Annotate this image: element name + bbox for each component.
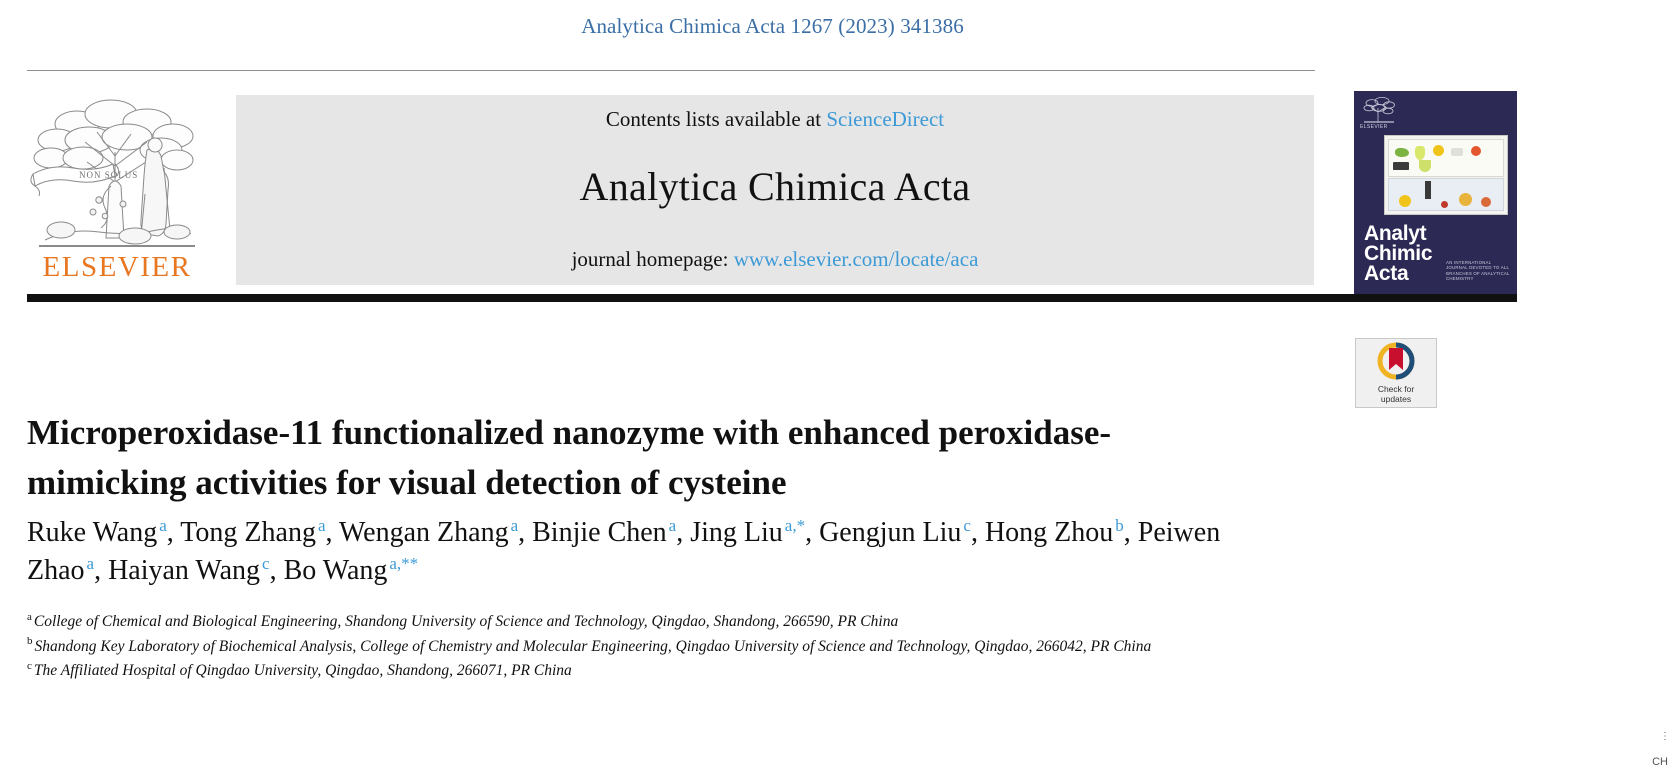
cover-art-material — [1393, 162, 1409, 170]
overflow-menu-icon[interactable]: ⋮ — [1660, 731, 1670, 742]
sciencedirect-link[interactable]: ScienceDirect — [826, 107, 945, 131]
author-affiliation-mark: a — [317, 515, 326, 535]
cover-graphical-abstract — [1384, 135, 1508, 215]
author-list: Ruke Wang a, Tong Zhang a, Wengan Zhang a, … — [27, 515, 1221, 586]
author-affiliation-mark: a — [510, 515, 519, 535]
cover-journal-title: Analyt Chimic Acta — [1364, 222, 1433, 285]
crossmark-badge[interactable]: Check for updates — [1355, 338, 1437, 408]
cover-elsevier-tree-icon — [1363, 97, 1395, 123]
cover-art-sphere — [1433, 145, 1444, 156]
author-name: Peiwen Zhao — [27, 517, 1221, 586]
homepage-prefix: journal homepage: — [571, 247, 734, 271]
journal-title: Analytica Chimica Acta — [579, 164, 971, 209]
affiliation-text: The Affiliated Hospital of Qingdao Unive… — [33, 662, 572, 679]
masthead-top-rule — [27, 70, 1315, 71]
author-affiliation-mark: b — [1115, 515, 1124, 535]
masthead-bottom-rule — [27, 294, 1517, 302]
cover-art-flask — [1415, 146, 1425, 160]
author-name: Hong Zhou — [984, 517, 1114, 548]
corner-label: CH — [1652, 756, 1668, 768]
affiliation-item: b Shandong Key Laboratory of Biochemical … — [27, 635, 1317, 660]
author-name: Binjie Chen — [532, 517, 667, 548]
author-name: Ruke Wang — [27, 517, 158, 548]
cover-art-particle3 — [1481, 197, 1491, 207]
cover-art-marker — [1441, 201, 1448, 208]
journal-homepage-line: journal homepage: www.elsevier.com/locat… — [236, 247, 1314, 272]
affiliation-mark: b — [27, 635, 33, 648]
contents-prefix: Contents lists available at — [605, 107, 827, 131]
cover-art-particle2 — [1459, 193, 1472, 206]
author-affiliation-mark: a — [86, 553, 95, 573]
cover-art-leaf — [1395, 148, 1409, 157]
cover-art-panel — [1451, 148, 1463, 156]
cover-subtitle: AN INTERNATIONAL JOURNAL DEVOTED TO ALL … — [1446, 259, 1510, 282]
elsevier-logo: NON SOLUS ELSEVIER — [27, 90, 207, 290]
article-title: Microperoxidase-11 functionalized nanozy… — [27, 413, 1112, 503]
author-name: Haiyan Wang — [108, 555, 261, 586]
author-affiliation-mark: c — [262, 553, 270, 573]
cover-art-probe — [1425, 181, 1431, 199]
contents-available-line: Contents lists available at ScienceDirec… — [236, 107, 1314, 132]
journal-homepage-link[interactable]: www.elsevier.com/locate/aca — [733, 247, 979, 271]
author-name: Bo Wang — [283, 555, 388, 586]
contents-band: Contents lists available at ScienceDirec… — [236, 95, 1314, 285]
affiliation-mark: c — [27, 659, 32, 672]
author-name: Gengjun Liu — [819, 517, 962, 548]
cover-art-dot — [1471, 146, 1481, 156]
cover-art-particle1 — [1399, 195, 1411, 207]
author-name: Jing Liu — [690, 517, 783, 548]
affiliation-text: College of Chemical and Biological Engin… — [33, 613, 899, 630]
crossmark-label-line1: Check for — [1377, 384, 1415, 394]
masthead-row: NON SOLUS ELSEVIER Contents lists availa… — [27, 90, 1517, 295]
affiliation-list: a College of Chemical and Biological Engi… — [27, 610, 1317, 684]
author-affiliation-mark: a,* — [784, 515, 806, 535]
crossmark-check-for-updates-icon — [1377, 342, 1415, 380]
affiliation-text: Shandong Key Laboratory of Biochemical A… — [34, 637, 1152, 655]
elsevier-wordmark: ELSEVIER — [42, 251, 192, 283]
cover-art-bottom-panel — [1388, 178, 1504, 211]
affiliation-item: c The Affiliated Hospital of Qingdao Univ… — [27, 659, 1317, 684]
cover-title-line3: Acta — [1364, 262, 1409, 285]
journal-cover-thumbnail[interactable]: ELSEVIER — [1354, 91, 1517, 294]
svg-text:NON SOLUS: NON SOLUS — [79, 170, 138, 180]
cover-title-line2: Chimic — [1364, 242, 1433, 265]
elsevier-tree-icon: NON SOLUS — [30, 99, 195, 247]
cover-art-flask2 — [1419, 160, 1431, 172]
author-affiliation-mark: a — [159, 515, 167, 535]
author-affiliation-mark: a — [668, 515, 677, 535]
author-name: Tong Zhang — [180, 517, 316, 548]
cover-title-line1: Analyt — [1364, 222, 1427, 245]
author-affiliation-mark: a,** — [389, 553, 419, 573]
running-head: Analytica Chimica Acta 1267 (2023) 34138… — [581, 14, 964, 38]
crossmark-label-line2: updates — [1380, 393, 1412, 404]
cover-elsevier-wordmark: ELSEVIER — [1360, 124, 1388, 130]
author-name: Wengan Zhang — [339, 517, 509, 548]
affiliation-mark: a — [27, 610, 32, 623]
author-affiliation-mark: c — [963, 515, 971, 535]
affiliation-item: a College of Chemical and Biological Engi… — [27, 610, 1317, 635]
cover-art-top-panel — [1388, 139, 1504, 177]
